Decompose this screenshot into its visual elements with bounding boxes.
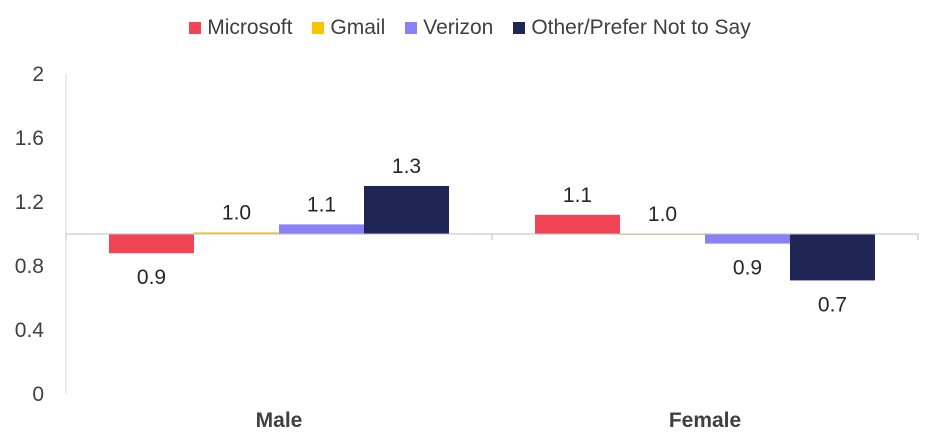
y-tick-label: 0 [32, 383, 44, 406]
data-label: 0.9 [137, 266, 166, 289]
data-label: 0.7 [818, 293, 847, 316]
bar [364, 186, 449, 234]
legend-label-other: Other/Prefer Not to Say [531, 16, 751, 39]
legend-swatch-other [513, 22, 526, 34]
legend-label-verizon: Verizon [423, 16, 494, 39]
x-category-label: Female [669, 409, 741, 432]
y-tick-label: 0.4 [15, 319, 45, 342]
data-label: 1.3 [392, 155, 421, 178]
data-label: 0.9 [733, 257, 762, 280]
y-tick-label: 1.2 [15, 191, 44, 214]
legend-item-verizon: Verizon [405, 16, 493, 40]
data-label: 1.0 [222, 201, 251, 224]
legend-swatch-gmail [312, 22, 325, 34]
bar [535, 214, 620, 234]
bar [279, 224, 364, 234]
bar [705, 234, 790, 244]
bar [790, 234, 875, 281]
chart-legend: Microsoft Gmail Verizon Other/Prefer Not… [0, 16, 940, 40]
legend-label-microsoft: Microsoft [207, 16, 293, 39]
y-tick-label: 1.6 [15, 127, 44, 150]
y-tick-label: 0.8 [15, 255, 44, 278]
data-label: 1.1 [563, 184, 592, 207]
data-label: 1.1 [307, 193, 336, 216]
bar [194, 232, 279, 234]
legend-swatch-microsoft [189, 22, 202, 34]
legend-label-gmail: Gmail [330, 16, 386, 39]
y-tick-label: 2 [32, 63, 44, 86]
legend-item-microsoft: Microsoft [189, 16, 292, 40]
legend-item-other: Other/Prefer Not to Say [513, 16, 751, 40]
data-label: 1.0 [648, 203, 677, 226]
bar [109, 234, 194, 254]
legend-item-gmail: Gmail [312, 16, 385, 40]
x-category-label: Male [256, 409, 303, 432]
legend-swatch-verizon [405, 22, 418, 34]
